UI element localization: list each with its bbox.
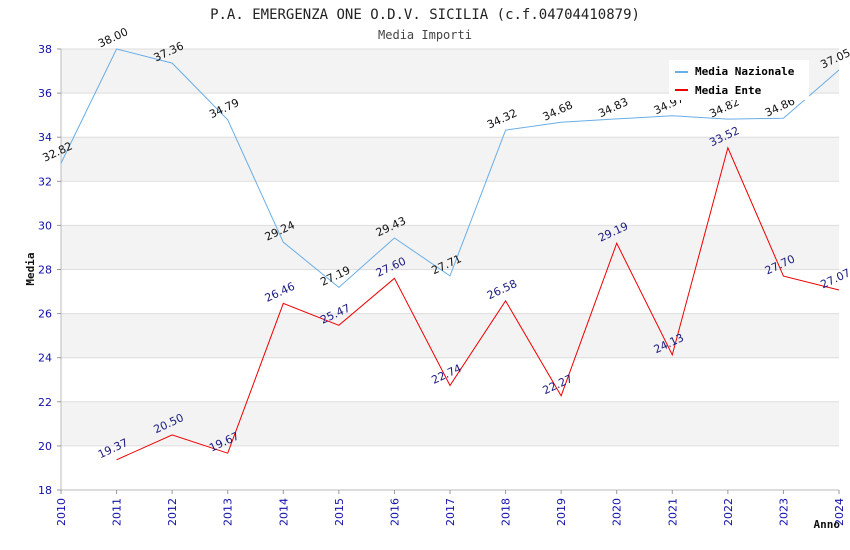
y-tick-label: 36 — [38, 87, 52, 100]
y-tick-label: 24 — [38, 352, 52, 365]
data-label-nazionale: 34.79 — [207, 96, 241, 121]
grid-band — [61, 313, 839, 358]
series-lines — [60, 48, 840, 461]
data-label-nazionale: 34.68 — [541, 98, 575, 123]
x-tick-label: 2022 — [722, 498, 735, 526]
chart-subtitle: Media Importi — [378, 28, 472, 42]
data-label-ente: 27.07 — [818, 266, 850, 291]
data-label-ente: 22.74 — [429, 362, 463, 387]
x-tick-label: 2020 — [611, 498, 624, 526]
y-tick-label: 18 — [38, 484, 52, 497]
x-tick-label: 2012 — [166, 498, 179, 526]
y-tick-label: 30 — [38, 219, 52, 232]
x-tick-label: 2017 — [444, 498, 457, 526]
y-tick-label: 34 — [38, 131, 52, 144]
data-label-nazionale: 34.83 — [596, 95, 630, 120]
x-tick-label: 2015 — [333, 498, 346, 526]
x-tick-label: 2018 — [500, 498, 513, 526]
y-tick-label: 38 — [38, 43, 52, 56]
x-tick-label: 2011 — [111, 498, 124, 526]
x-tick-label: 2014 — [277, 498, 290, 526]
grid-band — [61, 225, 839, 270]
y-tick-label: 22 — [38, 396, 52, 409]
y-tick-label: 20 — [38, 440, 52, 453]
y-tick-label: 32 — [38, 175, 52, 188]
grid-lines — [61, 48, 839, 491]
y-tick-label: 28 — [38, 264, 52, 277]
x-tick-label: 2016 — [388, 498, 401, 526]
x-tick-label: 2010 — [55, 498, 68, 526]
x-tick-label: 2021 — [666, 498, 679, 526]
x-tick-label: 2013 — [222, 498, 235, 526]
grid-band — [61, 137, 839, 182]
y-axis-label: Media — [24, 252, 37, 285]
legend-label-ente: Media Ente — [695, 84, 762, 97]
legend-label-nazionale: Media Nazionale — [695, 65, 795, 78]
data-label-ente: 26.46 — [263, 280, 297, 305]
x-tick-label: 2024 — [833, 498, 846, 526]
legend: Media Nazionale Media Ente — [669, 60, 809, 100]
series-line-ente — [116, 146, 840, 461]
x-tick-label: 2023 — [777, 498, 790, 526]
chart-title: P.A. EMERGENZA ONE O.D.V. SICILIA (c.f.0… — [210, 7, 640, 23]
data-label-ente: 26.58 — [485, 277, 519, 302]
y-tick-label: 26 — [38, 308, 52, 321]
legend-box — [669, 60, 809, 100]
x-axis-ticks: 2010 2011 2012 2013 2014 2015 2016 2017 2018 2019… — [55, 490, 846, 526]
x-tick-label: 2019 — [555, 498, 568, 526]
y-axis-ticks: 18 20 22 24 26 28 30 32 34 36 38 — [38, 43, 61, 497]
data-label-nazionale: 38.00 — [96, 25, 130, 50]
data-label-ente: 22.27 — [541, 372, 575, 397]
x-axis-label: Anno — [814, 518, 841, 531]
grid-bands — [61, 49, 839, 446]
series-line-nazionale — [60, 48, 840, 289]
grid-band — [61, 401, 839, 446]
data-label-nazionale: 34.32 — [485, 106, 519, 131]
